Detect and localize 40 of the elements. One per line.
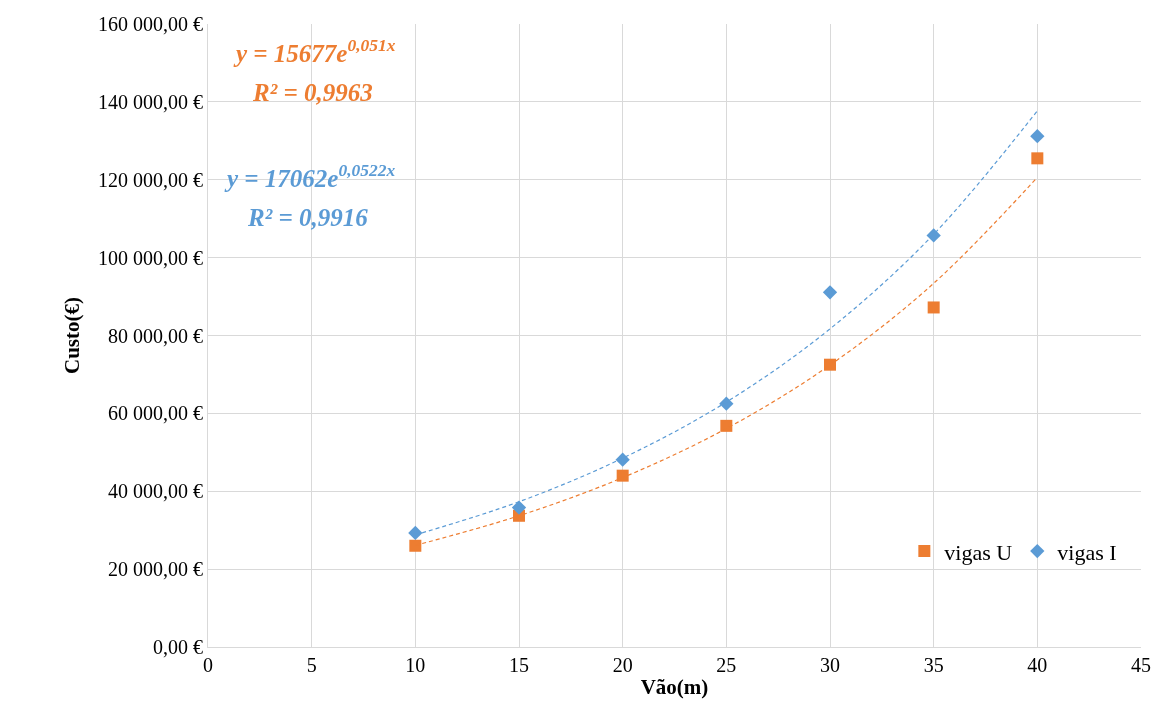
y-tick-label: 80 000,00 € <box>108 324 203 347</box>
x-axis-title: Vão(m) <box>640 675 709 700</box>
y-tick-label: 60 000,00 € <box>108 402 203 425</box>
point <box>408 525 423 541</box>
y-tick-label: 0,00 € <box>153 636 203 658</box>
x-tick-label: 35 <box>923 654 944 676</box>
point <box>720 419 733 432</box>
x-tick-label: 20 <box>612 654 633 676</box>
point <box>409 539 422 552</box>
y-axis-title: Custo(€) <box>60 297 85 374</box>
point <box>1031 152 1044 165</box>
annotation: R² = 0,9916 <box>247 204 369 231</box>
annotation: R² = 0,9963 <box>252 79 373 106</box>
x-tick-label: 0 <box>203 654 213 676</box>
point <box>927 301 940 314</box>
point <box>926 228 941 243</box>
point <box>824 358 836 371</box>
point <box>616 469 629 482</box>
x-tick-label: 10 <box>405 654 426 676</box>
point <box>822 285 838 300</box>
legend-label: vigas U <box>944 539 1013 565</box>
annotation: y = 15677e$^{0,051x}$ <box>233 35 396 67</box>
point <box>719 396 734 411</box>
y-tick-label: 100 000,00 € <box>98 246 203 269</box>
point <box>615 452 630 467</box>
legend-label: vigas I <box>1057 539 1117 565</box>
y-tick-label: 140 000,00 € <box>98 90 203 113</box>
y-tick-label: 40 000,00 € <box>108 480 203 503</box>
x-tick-label: 15 <box>509 654 529 676</box>
annotation: y = 17062e$^{0,0522x}$ <box>224 160 396 192</box>
point <box>1030 128 1045 144</box>
x-tick-label: 5 <box>306 654 317 676</box>
point <box>511 500 527 515</box>
x-tick-label: 45 <box>1131 654 1151 676</box>
y-tick-label: 120 000,00 € <box>98 168 203 191</box>
x-tick-label: 30 <box>820 654 840 676</box>
y-tick-label: 20 000,00 € <box>108 558 203 581</box>
x-tick-label: 25 <box>716 654 737 676</box>
y-tick-label: 160 000,00 € <box>98 13 203 35</box>
x-tick-label: 40 <box>1027 654 1048 676</box>
